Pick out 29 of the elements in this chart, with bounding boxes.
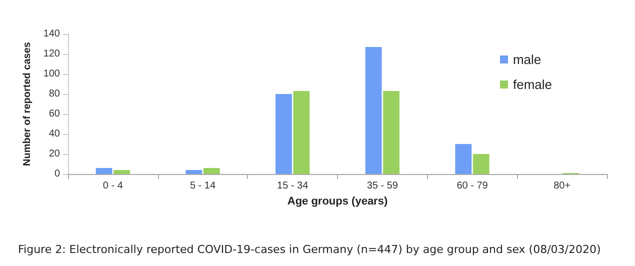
- caption: Figure 2: Electronically reported COVID-19-cases in Germany (n=447) by age group and sex (08/03/2020): [18, 243, 601, 256]
- bar: [203, 168, 220, 174]
- bar: [96, 168, 112, 174]
- legend-label: female: [512, 77, 552, 92]
- bar: [365, 47, 382, 174]
- x-tick-label: 0 - 4: [102, 180, 124, 192]
- bar: [383, 91, 400, 174]
- legend-label: male: [512, 52, 542, 67]
- y-tick-label: 100: [43, 68, 60, 80]
- x-tick-label: 80+: [554, 180, 571, 192]
- y-tick-label: 20: [48, 148, 60, 160]
- y-axis-title: Number of reported cases: [22, 42, 33, 166]
- y-tick-label: 40: [48, 128, 60, 140]
- bar: [276, 94, 292, 174]
- bar: [455, 144, 472, 174]
- y-tick-label: 60: [48, 108, 60, 120]
- y-tick-label: 80: [48, 88, 60, 100]
- x-tick-label: 5 - 14: [190, 180, 216, 192]
- bar: [114, 170, 130, 174]
- x-tick-label: 15 - 34: [277, 180, 309, 192]
- y-tick-label: 120: [43, 48, 60, 60]
- y-tick-label: 0: [54, 168, 60, 180]
- bar: [472, 154, 490, 174]
- bar: [293, 91, 310, 174]
- x-tick-label: 35 - 59: [366, 180, 398, 192]
- bar: [186, 170, 202, 174]
- y-tick-label: 140: [43, 28, 60, 40]
- x-axis-title: Age groups (years): [287, 195, 388, 208]
- x-tick-label: 60 - 79: [456, 180, 488, 192]
